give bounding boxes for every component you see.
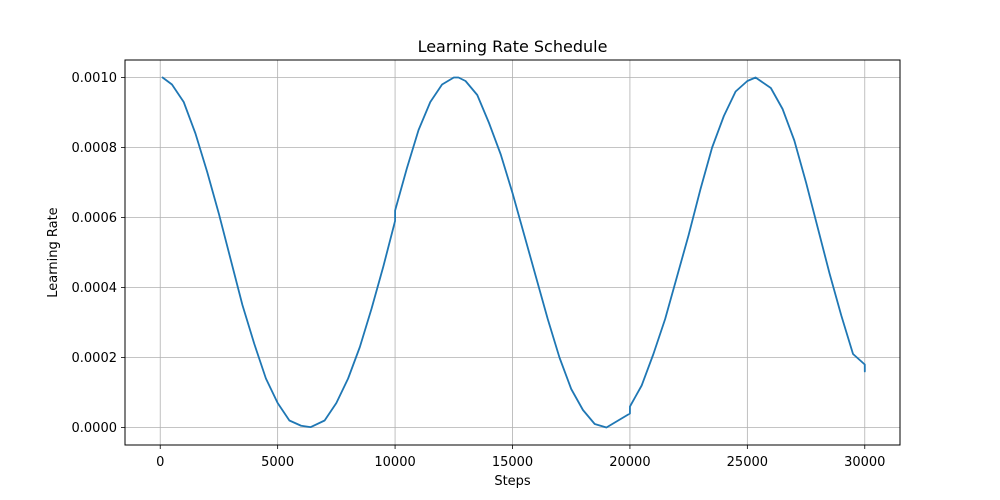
x-tick-label: 5000 [261,455,294,470]
x-tick-label: 25000 [727,455,768,470]
x-tick-label: 10000 [374,455,415,470]
learning-rate-line [161,76,866,429]
x-axis-label: Steps [494,474,531,489]
y-axis-label: Learning Rate [46,207,61,297]
y-tick-label: 0.0006 [72,211,118,226]
plot-lines [161,76,866,429]
y-tick-label: 0.0004 [72,281,118,296]
x-tick-label: 0 [156,455,164,470]
y-tick-label: 0.0008 [72,141,118,156]
x-tick-label: 20000 [609,455,650,470]
y-tick-label: 0.0002 [72,351,118,366]
x-tick-label: 30000 [844,455,885,470]
y-tick-label: 0.0000 [72,421,118,436]
x-axis-ticks: 0 5000 10000 15000 20000 25000 30000 [156,445,885,470]
y-axis-ticks: 0.0000 0.0002 0.0004 0.0006 0.0008 0.0010 [72,71,125,436]
grid-lines [125,60,900,445]
chart-title: Learning Rate Schedule [418,37,608,56]
y-tick-label: 0.0010 [72,71,118,86]
x-tick-label: 15000 [492,455,533,470]
